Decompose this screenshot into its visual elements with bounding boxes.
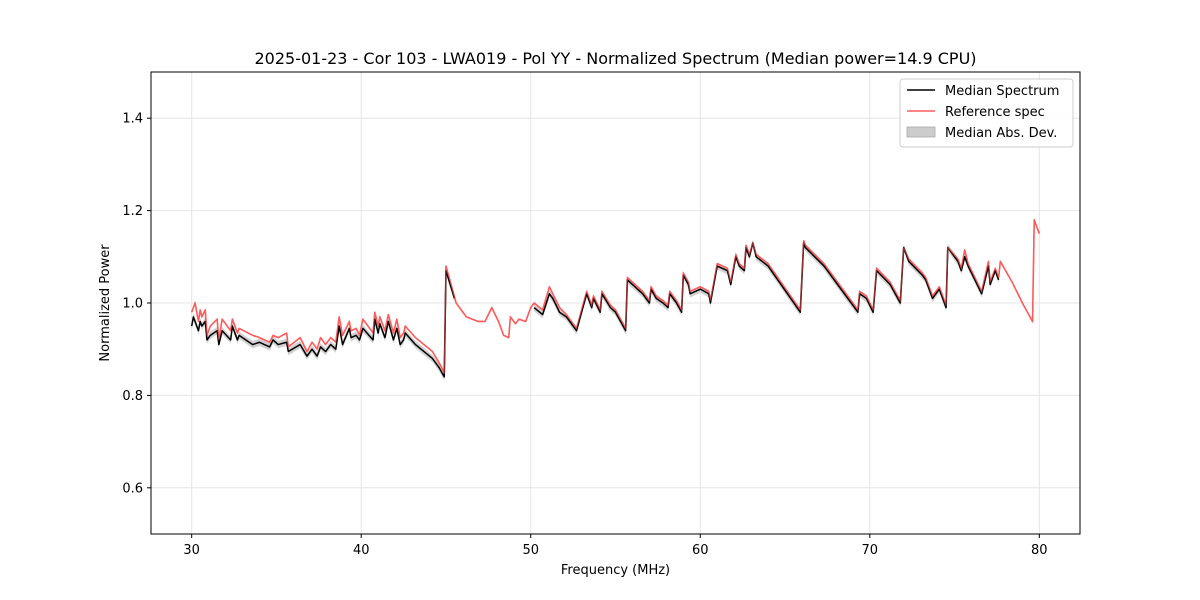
- x-tick-label: 40: [353, 543, 370, 558]
- y-axis-label: Normalized Power: [98, 244, 113, 362]
- chart-title: 2025-01-23 - Cor 103 - LWA019 - Pol YY -…: [254, 49, 976, 68]
- x-tick-label: 50: [522, 543, 539, 558]
- legend-mad-label: Median Abs. Dev.: [945, 126, 1057, 141]
- legend-mad-swatch: [906, 126, 936, 138]
- y-axis-ticks: 0.6 0.8 1.0 1.2 1.4: [122, 112, 151, 496]
- reference-spectrum-overlay: [191, 219, 1040, 375]
- x-tick-label: 30: [183, 543, 200, 558]
- y-tick-label: 0.8: [122, 389, 143, 404]
- median-spectrum-line: [190, 269, 456, 378]
- y-tick-label: 0.6: [122, 481, 143, 496]
- x-tick-label: 70: [862, 543, 879, 558]
- median-spectrum-line: [533, 242, 1000, 332]
- median-spectrum-layer: [190, 219, 1040, 378]
- legend-box: [899, 78, 1074, 148]
- x-tick-label: 80: [1031, 543, 1048, 558]
- x-axis-label: Frequency (MHz): [561, 563, 670, 578]
- y-tick-label: 1.4: [122, 112, 143, 127]
- legend: Median Spectrum Reference spec Median Ab…: [899, 78, 1074, 148]
- y-tick-label: 1.0: [122, 297, 143, 312]
- mad-band: [191, 239, 999, 381]
- legend-reference-label: Reference spec: [945, 105, 1045, 120]
- legend-median-label: Median Spectrum: [945, 84, 1059, 99]
- x-axis-ticks: 30 40 50 60 70 80: [183, 534, 1048, 558]
- x-tick-label: 60: [692, 543, 709, 558]
- y-tick-label: 1.2: [122, 204, 143, 219]
